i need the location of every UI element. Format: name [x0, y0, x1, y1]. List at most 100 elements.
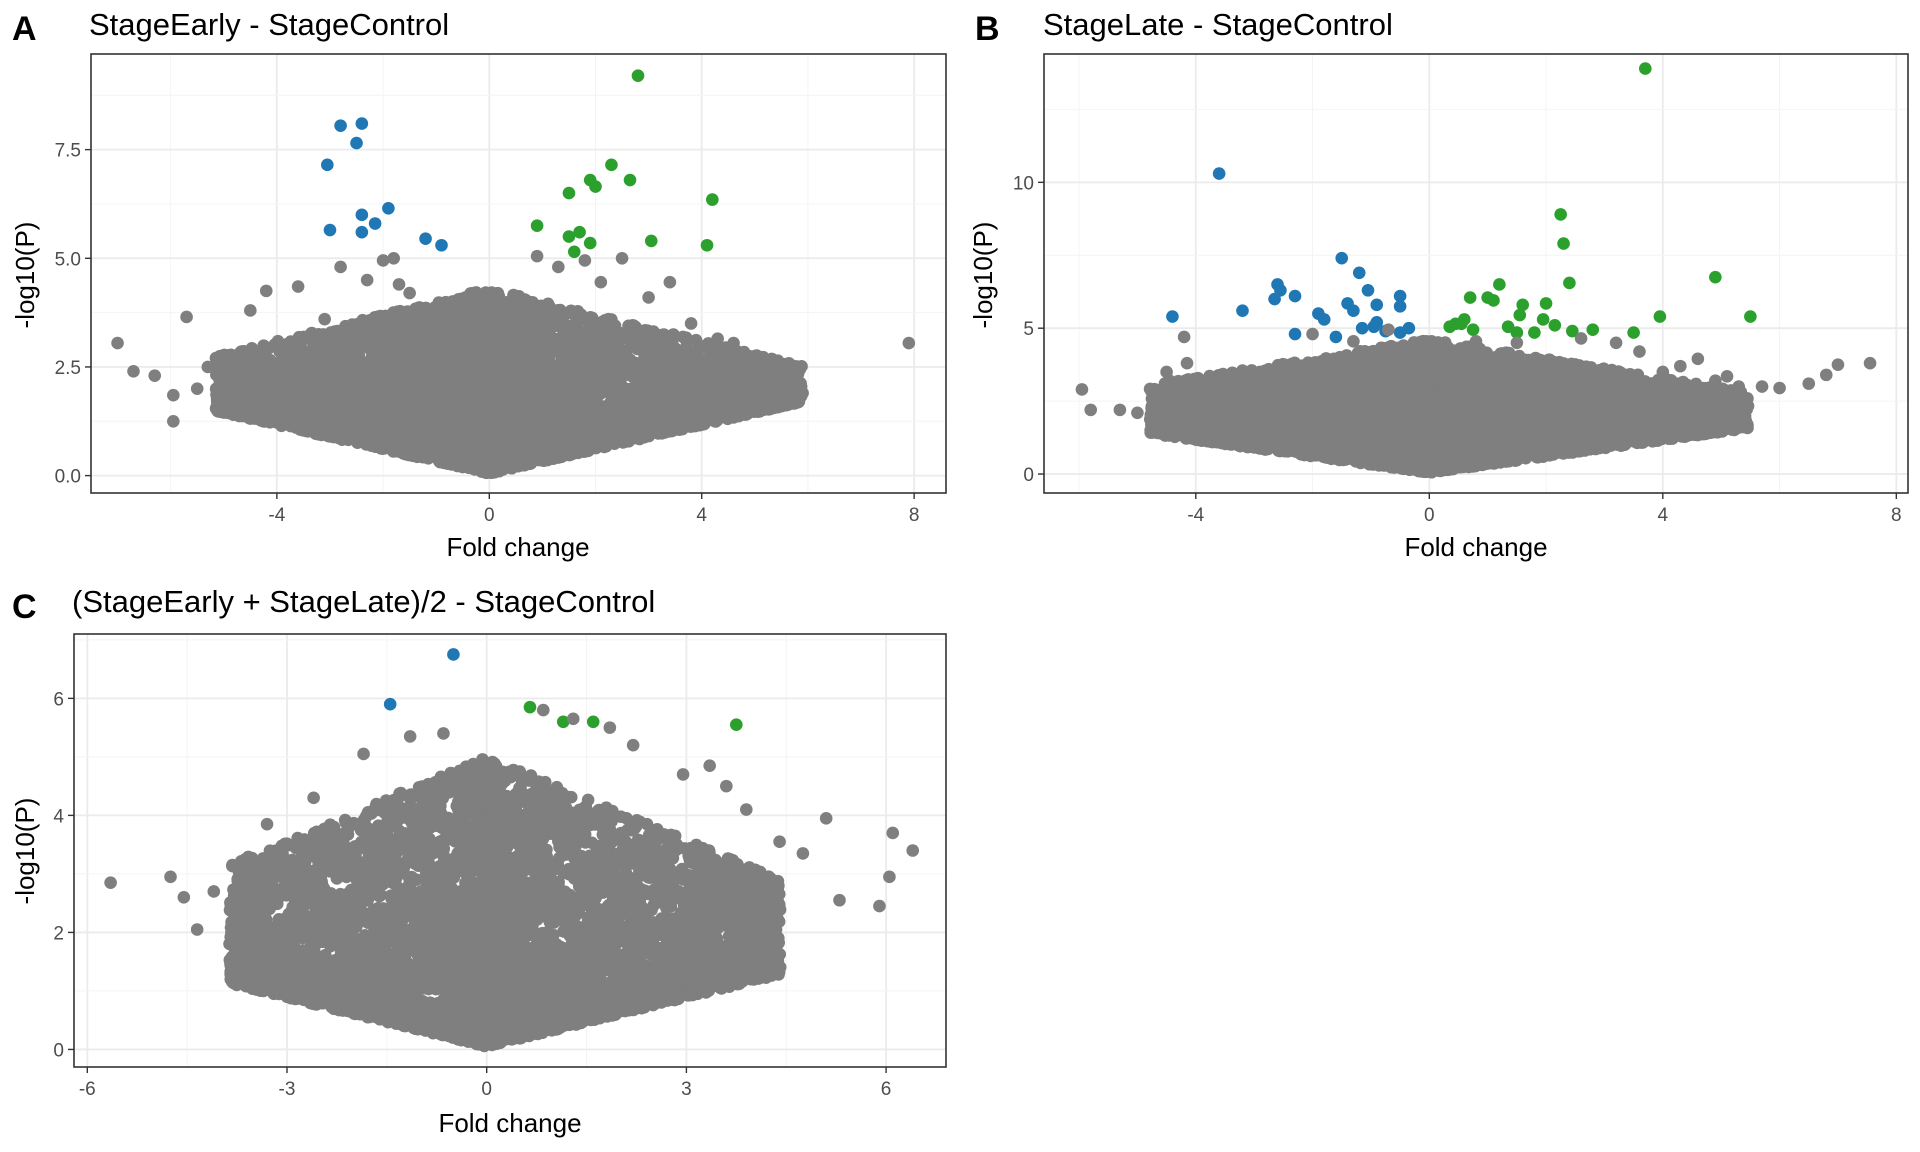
panel-a-point-ns	[630, 422, 643, 436]
panel-a-point-ns	[340, 339, 354, 352]
panel-a-point-ns	[289, 417, 303, 430]
panel-a-point-ns	[501, 295, 515, 309]
panel-a-point-ns	[650, 336, 664, 350]
panel-a-point-ns	[395, 322, 409, 336]
panel-a-point-ns	[375, 380, 389, 393]
panel-a-point-ns	[681, 379, 694, 393]
panel-a-points	[111, 69, 916, 480]
panel-a-point-ns	[488, 433, 502, 447]
panel-a-point-ns	[292, 330, 306, 344]
panel-a: A StageEarly - StageControl -4 0 4 8 0.02.5…	[10, 7, 947, 562]
panel-a-point-ns	[536, 304, 550, 317]
panel-a-point-ns	[712, 388, 726, 402]
panel-a-point-ns	[451, 459, 464, 473]
panel-a-point-ns	[278, 362, 291, 376]
panel-a-point-ns	[582, 443, 596, 457]
panel-a-point-ns	[240, 407, 254, 421]
panel-a-point-ns	[462, 448, 476, 462]
panel-a-point-ns	[468, 463, 481, 476]
panel-a-point-ns	[614, 414, 628, 428]
panel-a-point-ns	[620, 350, 633, 364]
panel-a-point-ns	[358, 390, 372, 404]
panel-a-point-ns	[564, 447, 577, 460]
panel-a-point-ns	[466, 300, 480, 313]
panel-a-point-ns	[545, 432, 558, 445]
panel-a-point-ns	[385, 337, 399, 350]
panel-a-point-ns	[367, 337, 381, 350]
panel-a-point-ns	[459, 359, 473, 373]
panel-a-point-ns	[551, 379, 565, 393]
panel-a-point-ns	[440, 318, 453, 331]
panel-a-point-ns	[337, 399, 351, 413]
panel-a-point-ns	[443, 346, 457, 360]
panel-a-point-ns	[227, 403, 240, 417]
panel-a-point-ns	[634, 336, 648, 349]
panel-a-point-ns	[512, 422, 526, 436]
panel-a-point-ns	[313, 420, 327, 434]
panel-a-point-ns	[435, 406, 449, 420]
panel-a-point-ns	[525, 394, 539, 407]
panel-a-point-ns	[497, 421, 511, 434]
panel-a-point-ns	[476, 360, 490, 374]
panel-a-point-ns	[761, 401, 775, 414]
panel-a-point-ns	[333, 369, 347, 383]
panel-a-title: StageEarly - StageControl	[89, 7, 449, 42]
panel-a-point-ns	[441, 307, 455, 320]
panel-a-point-ns	[380, 423, 393, 437]
panel-a-point-ns	[406, 350, 419, 364]
panel-a-point-ns	[629, 369, 642, 382]
panel-a-point-ns	[485, 460, 499, 473]
panel-a-point-ns	[374, 439, 388, 453]
panel-a-point-ns	[265, 360, 279, 374]
panel-a-point-ns	[393, 426, 407, 439]
panel-a-point-ns	[401, 370, 415, 383]
panel-a-point-ns	[527, 381, 540, 394]
panel-a-point-ns	[774, 395, 788, 408]
panel-a-point-ns	[694, 383, 708, 396]
panel-a-point-ns	[263, 389, 276, 403]
panel-a-point-ns	[310, 332, 323, 346]
panel-a-point-ns	[561, 359, 575, 373]
panel-a-point-ns	[610, 397, 623, 410]
panel-a-point-ns	[450, 296, 463, 310]
panel-a-point-ns	[648, 357, 661, 371]
panel-a-point-ns	[607, 337, 621, 351]
panel-a-point-ns	[502, 314, 515, 327]
panel-a-point-ns	[451, 315, 465, 329]
panel-a-point-ns	[544, 415, 558, 428]
panel-a-point-ns	[415, 415, 428, 429]
panel-a-point-ns	[262, 341, 276, 355]
panel-a-point-ns	[622, 383, 636, 397]
panel-a-point-ns	[531, 451, 544, 464]
panel-a-point-ns	[667, 328, 680, 341]
panel-a-point-ns	[318, 409, 331, 423]
panel-a-point-ns	[506, 375, 520, 388]
panel-a-point-ns	[698, 356, 711, 369]
panel-a-point-ns	[369, 390, 382, 404]
panel-a-point-ns	[480, 322, 493, 336]
panel-a-point-ns	[578, 351, 591, 364]
panel-a-point-ns	[669, 348, 683, 362]
panel-a-point-ns	[537, 356, 550, 370]
panel-a-point-ns	[518, 335, 532, 348]
panel-a-point-ns	[646, 388, 660, 402]
panel-a-point-ns	[555, 320, 569, 334]
panel-a-point-ns	[457, 373, 470, 387]
panel-a-point-ns	[534, 339, 547, 352]
panel-a-point-ns	[597, 363, 610, 377]
panel-a-point-ns	[492, 364, 505, 377]
panel-a-point-ns	[595, 315, 609, 329]
panel-a-point-ns	[489, 404, 502, 417]
panel-a-point-ns	[741, 382, 755, 395]
panel-a-point-ns	[221, 349, 234, 362]
panel-a-point-ns	[445, 433, 458, 447]
panel-a-point-ns	[737, 403, 750, 417]
panel-a-point-ns	[444, 362, 457, 376]
panel-a-point-ns	[432, 423, 445, 436]
panel-a-point-ns	[381, 361, 394, 375]
panel-a-point-ns	[313, 345, 327, 359]
panel-a-point-ns	[386, 412, 400, 426]
panel-a-point-ns	[470, 406, 483, 420]
panel-a-point-ns	[665, 418, 679, 431]
